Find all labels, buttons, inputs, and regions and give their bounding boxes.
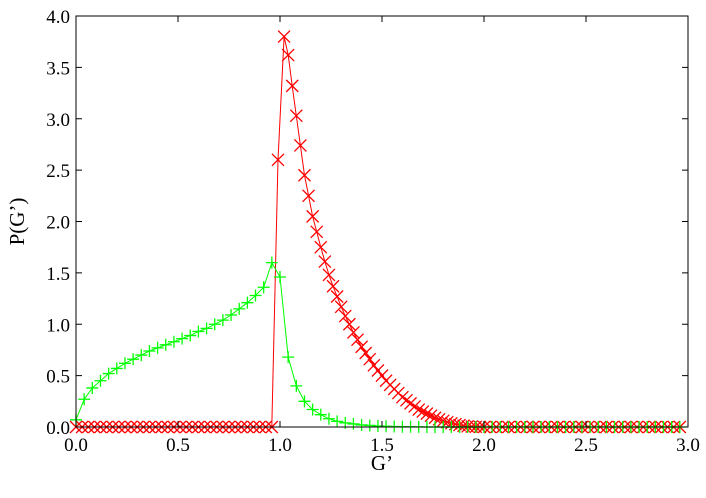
data-point xyxy=(135,349,148,362)
x-tick-label: 3.0 xyxy=(676,435,700,456)
data-point xyxy=(94,374,107,387)
data-point xyxy=(395,390,409,404)
data-point xyxy=(102,367,115,380)
data-point xyxy=(298,395,311,408)
data-point xyxy=(359,346,373,360)
data-point xyxy=(367,358,381,372)
data-point xyxy=(428,411,442,425)
data-point xyxy=(322,412,335,425)
data-point xyxy=(351,333,364,347)
data-point xyxy=(318,255,332,269)
x-tick-label: 2.0 xyxy=(472,435,496,456)
y-tick-label: 1.5 xyxy=(46,264,70,285)
y-tick-label: 2.0 xyxy=(46,213,70,234)
data-point xyxy=(330,290,344,303)
data-point xyxy=(249,289,262,302)
data-point xyxy=(277,30,291,44)
data-point xyxy=(314,240,328,254)
y-tick-label: 4.0 xyxy=(46,7,70,28)
series-line xyxy=(76,36,680,428)
plot-frame xyxy=(75,15,689,428)
data-point xyxy=(371,364,385,377)
data-point xyxy=(302,189,316,203)
data-point xyxy=(363,352,377,366)
data-point xyxy=(143,344,156,357)
data-point xyxy=(298,168,311,182)
data-point xyxy=(265,256,278,269)
data-point xyxy=(176,332,189,345)
data-point xyxy=(118,357,131,370)
data-point xyxy=(314,408,327,421)
plot-area xyxy=(69,30,687,434)
data-point xyxy=(424,409,438,423)
data-point xyxy=(375,369,389,383)
data-point xyxy=(200,322,213,335)
data-point xyxy=(78,393,91,406)
data-point xyxy=(289,109,303,123)
x-tick-label: 0.0 xyxy=(64,435,88,456)
data-point xyxy=(233,302,246,315)
y-tick-label: 1.0 xyxy=(46,315,70,336)
data-point xyxy=(110,362,123,375)
data-point xyxy=(331,415,344,428)
data-point xyxy=(86,381,99,394)
data-point xyxy=(346,326,360,339)
data-point xyxy=(420,407,434,421)
data-point xyxy=(310,225,324,239)
data-point xyxy=(184,329,197,342)
data-point xyxy=(342,317,356,331)
data-point xyxy=(241,296,254,309)
y-tick-label: 3.0 xyxy=(46,110,70,131)
data-point xyxy=(326,279,340,293)
data-point xyxy=(151,341,164,354)
data-point xyxy=(322,268,336,282)
data-point xyxy=(436,414,450,428)
data-point xyxy=(257,281,270,294)
y-tick-label: 2.5 xyxy=(46,161,70,182)
data-point xyxy=(400,393,413,407)
y-axis-label: P(G’) xyxy=(5,198,29,246)
data-point xyxy=(293,139,307,152)
data-point xyxy=(412,403,426,416)
data-point xyxy=(159,338,172,351)
x-tick-label: 1.5 xyxy=(370,435,394,456)
axes: 0.0 0.5 1.0 1.5 2.0 2.5 3.0 0.0 0.5 1.0 1.5 2.0 2.5 3… xyxy=(46,7,700,456)
y-tick-label: 0.5 xyxy=(46,367,70,388)
data-point xyxy=(271,153,285,167)
data-point xyxy=(208,318,221,331)
data-point xyxy=(290,379,303,392)
x-axis-label: G’ xyxy=(371,451,393,475)
data-point xyxy=(285,79,299,93)
series-2 xyxy=(70,256,686,433)
series-1 xyxy=(69,30,687,434)
y-tick-label: 3.5 xyxy=(46,58,70,79)
data-point xyxy=(306,209,320,223)
x-tick-label: 0.5 xyxy=(166,435,190,456)
y-tick-label: 0.0 xyxy=(46,418,70,439)
data-point xyxy=(274,270,286,283)
data-point xyxy=(355,340,369,354)
data-point xyxy=(347,417,360,430)
data-point xyxy=(225,309,238,322)
data-point xyxy=(192,325,205,338)
data-point xyxy=(281,48,295,62)
data-point xyxy=(167,335,180,348)
x-tick-label: 2.5 xyxy=(574,435,598,456)
data-point xyxy=(127,353,140,366)
data-point xyxy=(408,399,422,413)
data-point xyxy=(404,396,418,410)
data-point xyxy=(338,309,352,323)
data-point xyxy=(282,351,295,364)
x-tick-label: 1.0 xyxy=(268,435,292,456)
data-point xyxy=(334,300,348,314)
data-point xyxy=(216,314,229,327)
data-point xyxy=(416,405,430,419)
data-point xyxy=(306,403,319,416)
